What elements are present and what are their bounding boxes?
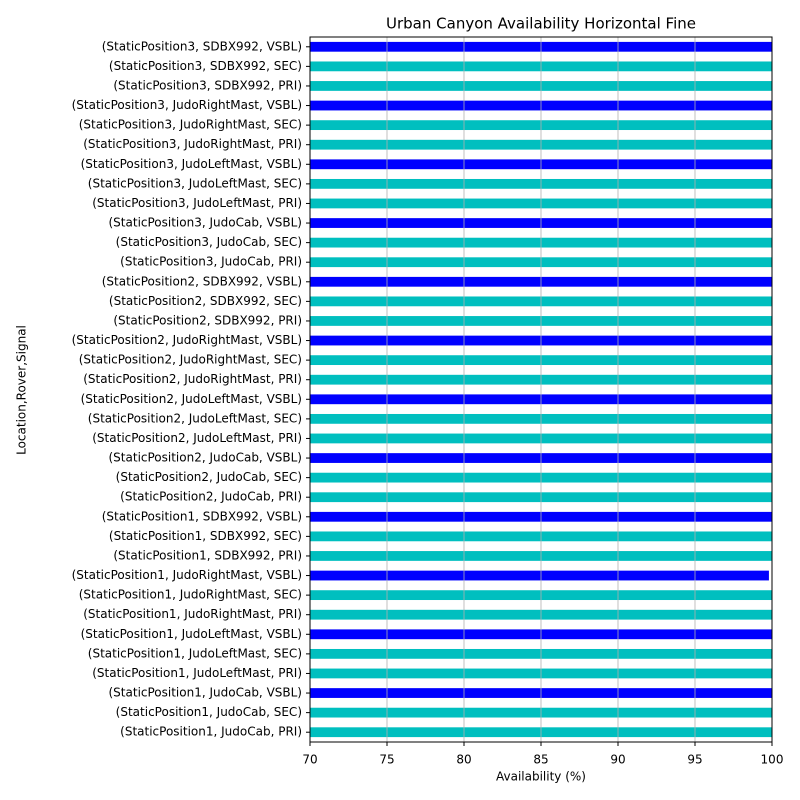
y-tick-label: (StaticPosition2, JudoLeftMast, VSBL) — [81, 392, 302, 406]
y-axis-label: Location,Rover,Signal — [15, 325, 29, 455]
x-tick-label: 95 — [687, 753, 702, 767]
y-tick-label: (StaticPosition1, SDBX992, SEC) — [109, 529, 302, 543]
bar — [310, 570, 769, 581]
y-tick-label: (StaticPosition3, SDBX992, PRI) — [113, 78, 302, 92]
y-tick-label: (StaticPosition2, JudoLeftMast, PRI) — [92, 431, 302, 445]
x-tick-label: 85 — [533, 753, 548, 767]
y-tick-label: (StaticPosition2, JudoCab, VSBL) — [109, 451, 303, 465]
y-tick-label: (StaticPosition3, SDBX992, VSBL) — [102, 39, 302, 53]
x-axis-label: Availability (%) — [496, 770, 586, 784]
y-tick-label: (StaticPosition1, JudoLeftMast, VSBL) — [81, 627, 302, 641]
y-tick-label: (StaticPosition1, JudoLeftMast, PRI) — [92, 666, 302, 680]
x-tick-label: 75 — [379, 753, 394, 767]
y-tick-label: (StaticPosition3, JudoLeftMast, VSBL) — [81, 157, 302, 171]
y-tick-label: (StaticPosition2, JudoRightMast, SEC) — [79, 353, 302, 367]
x-tick-label: 90 — [610, 753, 625, 767]
y-tick-label: (StaticPosition1, JudoRightMast, PRI) — [83, 607, 302, 621]
y-tick-label: (StaticPosition1, SDBX992, VSBL) — [102, 509, 302, 523]
y-tick-label: (StaticPosition2, JudoCab, PRI) — [120, 490, 302, 504]
y-tick-label: (StaticPosition1, JudoCab, VSBL) — [109, 686, 303, 700]
x-tick-label: 100 — [761, 753, 784, 767]
y-tick-label: (StaticPosition3, SDBX992, SEC) — [109, 59, 302, 73]
y-tick-label: (StaticPosition3, JudoCab, VSBL) — [109, 216, 303, 230]
y-tick-label: (StaticPosition3, JudoRightMast, PRI) — [83, 137, 302, 151]
y-tick-label: (StaticPosition1, JudoRightMast, VSBL) — [72, 568, 302, 582]
y-tick-label: (StaticPosition3, JudoLeftMast, SEC) — [88, 176, 302, 190]
y-tick-label: (StaticPosition3, JudoCab, PRI) — [120, 255, 302, 269]
x-tick-label: 70 — [302, 753, 317, 767]
y-tick-label: (StaticPosition3, JudoLeftMast, PRI) — [92, 196, 302, 210]
chart-title: Urban Canyon Availability Horizontal Fin… — [386, 15, 696, 33]
y-tick-label: (StaticPosition1, JudoRightMast, SEC) — [79, 588, 302, 602]
y-tick-label: (StaticPosition2, JudoRightMast, VSBL) — [72, 333, 302, 347]
y-tick-label: (StaticPosition2, SDBX992, PRI) — [113, 313, 302, 327]
y-tick-label: (StaticPosition3, JudoCab, SEC) — [116, 235, 302, 249]
y-tick-label: (StaticPosition2, SDBX992, VSBL) — [102, 274, 302, 288]
y-tick-label: (StaticPosition1, JudoCab, SEC) — [116, 705, 302, 719]
y-tick-label: (StaticPosition1, SDBX992, PRI) — [113, 548, 302, 562]
y-tick-label: (StaticPosition2, JudoRightMast, PRI) — [83, 372, 302, 386]
x-tick-label: 80 — [456, 753, 471, 767]
y-tick-label: (StaticPosition2, JudoCab, SEC) — [116, 470, 302, 484]
y-tick-label: (StaticPosition1, JudoLeftMast, SEC) — [88, 646, 302, 660]
y-tick-label: (StaticPosition1, JudoCab, PRI) — [120, 725, 302, 739]
y-tick-label: (StaticPosition2, JudoLeftMast, SEC) — [88, 411, 302, 425]
y-tick-label: (StaticPosition2, SDBX992, SEC) — [109, 294, 302, 308]
plot-frame — [309, 36, 773, 743]
y-tick-label: (StaticPosition3, JudoRightMast, VSBL) — [72, 98, 302, 112]
y-tick-label: (StaticPosition3, JudoRightMast, SEC) — [79, 118, 302, 132]
